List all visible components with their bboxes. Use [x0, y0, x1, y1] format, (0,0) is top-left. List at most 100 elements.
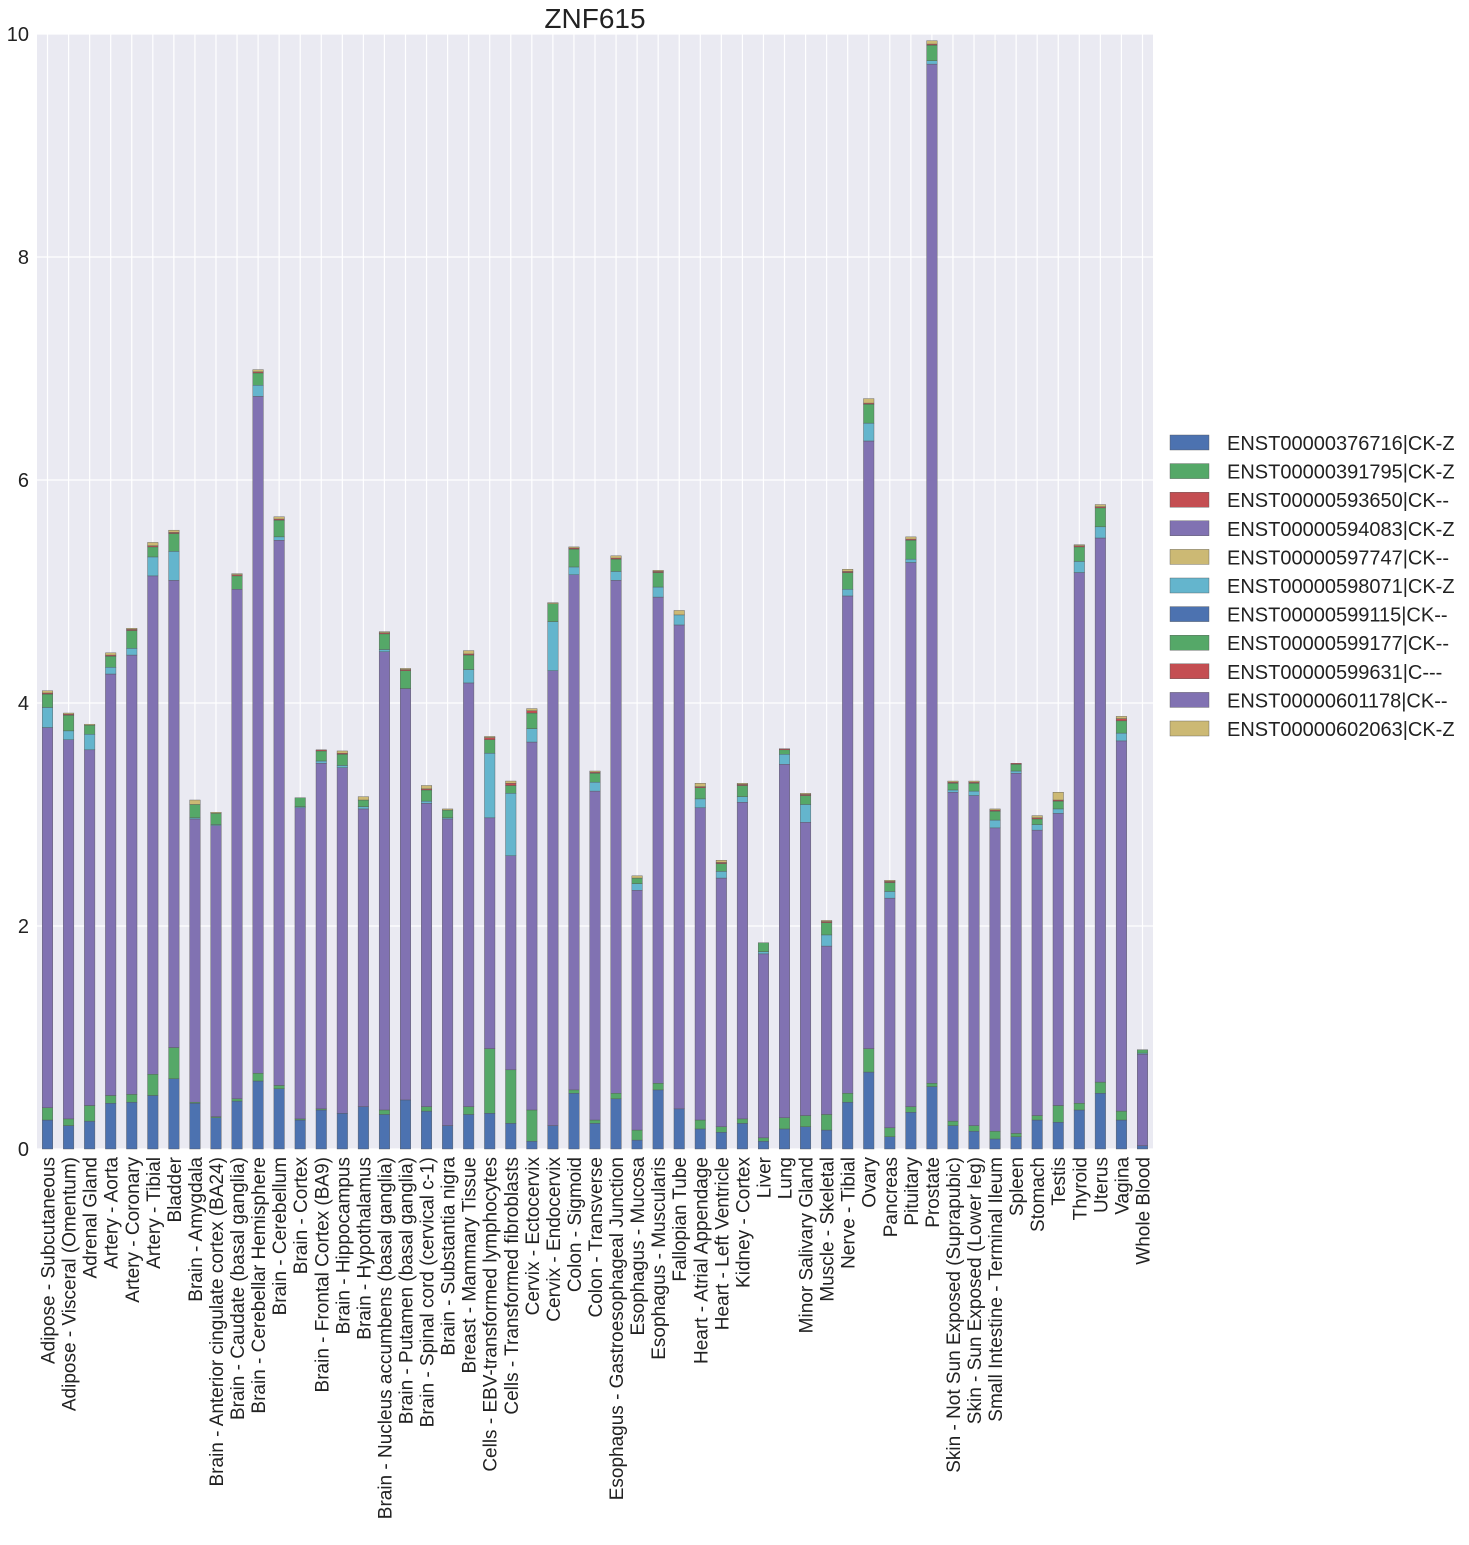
bar-segment	[1115, 1119, 1127, 1150]
bar-segment	[694, 798, 706, 809]
bar-segment	[863, 403, 875, 424]
bar-segment	[694, 787, 706, 800]
bar-segment	[673, 1108, 685, 1150]
y-tick-label: 0	[18, 1139, 29, 1161]
bar-segment	[147, 1074, 159, 1096]
bar-segment	[905, 536, 917, 540]
x-tick-label: Brain - Cerebellar Hemisphere	[249, 1157, 270, 1414]
bar-segment	[863, 398, 875, 404]
legend-swatch	[1169, 635, 1210, 651]
x-tick-label: Adipose - Visceral (Omentum)	[60, 1157, 81, 1411]
bar-segment	[610, 571, 622, 581]
x-tick-label: Spleen	[1007, 1157, 1028, 1216]
bar-segment	[800, 1115, 812, 1127]
bar-segment	[779, 1128, 790, 1150]
y-tick-label: 4	[18, 693, 29, 715]
x-tick-label: Brain - Hypothalamus	[354, 1157, 375, 1340]
bar-segment	[273, 536, 285, 541]
bar-segment	[378, 1114, 390, 1150]
bar-segment	[105, 667, 117, 675]
x-tick-label: Uterus	[1091, 1157, 1112, 1213]
x-tick-label: Colon - Transverse	[586, 1157, 607, 1318]
bar-segment	[926, 1083, 938, 1087]
bar-segment	[315, 749, 327, 752]
bar-segment	[673, 610, 685, 616]
bar-segment	[779, 1117, 790, 1130]
bar-segment	[1052, 1122, 1064, 1150]
legend-label: ENST00000598071|CK-Z	[1227, 576, 1455, 598]
bar-segment	[231, 1098, 243, 1102]
bar-segment	[442, 808, 454, 811]
bar-segment	[568, 566, 580, 575]
bar-segment	[968, 795, 980, 1126]
bar-segment	[631, 875, 643, 879]
bar-segment	[884, 891, 896, 899]
bar-segment	[842, 589, 854, 597]
x-tick-label: Kidney - Cortex	[733, 1157, 754, 1288]
bar-segment	[694, 1119, 706, 1130]
bar-segment	[42, 1107, 53, 1121]
legend-swatch	[1169, 692, 1210, 708]
bar-segment	[168, 533, 180, 552]
bar-segment	[631, 1129, 643, 1141]
bar-segment	[315, 760, 327, 764]
bar-segment	[210, 1117, 222, 1150]
x-tick-label: Cells - EBV-transformed lymphocytes	[481, 1157, 502, 1472]
bar-segment	[484, 817, 496, 1049]
bar-segment	[968, 790, 980, 796]
bar-segment	[336, 765, 348, 768]
x-tick-label: Brain - Cortex	[291, 1157, 312, 1275]
bar-segment	[105, 673, 117, 1096]
bar-segment	[589, 781, 601, 792]
bar-segment	[210, 825, 222, 1117]
x-tick-label: Liver	[754, 1156, 775, 1198]
bar-segment	[147, 575, 159, 1075]
bar-segment	[757, 951, 769, 955]
bar-segment	[947, 1125, 959, 1150]
bar-segment	[547, 621, 559, 671]
bar-segment	[294, 797, 306, 807]
bar-segment	[400, 670, 411, 689]
bar-segment	[505, 780, 517, 784]
bar-segment	[715, 871, 727, 879]
bar-segment	[336, 750, 348, 754]
bar-segment	[357, 806, 369, 810]
bar-segment	[547, 602, 559, 604]
bar-segment	[884, 1136, 896, 1150]
bar-segment	[589, 770, 601, 773]
bar-segment	[1052, 813, 1064, 1106]
bar-segment	[210, 812, 222, 814]
bar-segment	[821, 934, 833, 947]
bar-segment	[863, 440, 875, 1049]
x-tick-label: Lung	[776, 1157, 797, 1199]
bar-segment	[589, 1119, 601, 1124]
x-tick-label: Artery - Coronary	[123, 1157, 144, 1303]
x-tick-label: Breast - Mammary Tissue	[460, 1157, 481, 1373]
bar-segment	[378, 633, 390, 650]
bar-segment	[1010, 1133, 1022, 1137]
bar-segment	[84, 723, 96, 726]
bar-segment	[842, 569, 854, 572]
bar-segment	[989, 810, 1001, 821]
x-tick-label: Brain - Spinal cord (cervical c-1)	[418, 1157, 439, 1427]
bar-segment	[505, 1069, 517, 1124]
bar-segment	[400, 688, 411, 1101]
bar-segment	[736, 796, 748, 803]
bar-segment	[231, 1100, 243, 1150]
legend-swatch	[1169, 492, 1210, 508]
bar-segment	[947, 1120, 959, 1126]
bar-segment	[1094, 1081, 1106, 1094]
bar-segment	[863, 422, 875, 442]
bar-segment	[779, 754, 790, 765]
bar-segment	[1031, 824, 1043, 831]
bar-segment	[989, 808, 1001, 811]
bar-segment	[947, 780, 959, 783]
bar-segment	[715, 877, 727, 1127]
bar-segment	[989, 827, 1001, 1132]
bar-segment	[1094, 526, 1106, 539]
bar-segment	[884, 882, 896, 892]
bar-segment	[652, 586, 664, 598]
bar-segment	[252, 1080, 264, 1150]
bar-segment	[357, 799, 369, 807]
